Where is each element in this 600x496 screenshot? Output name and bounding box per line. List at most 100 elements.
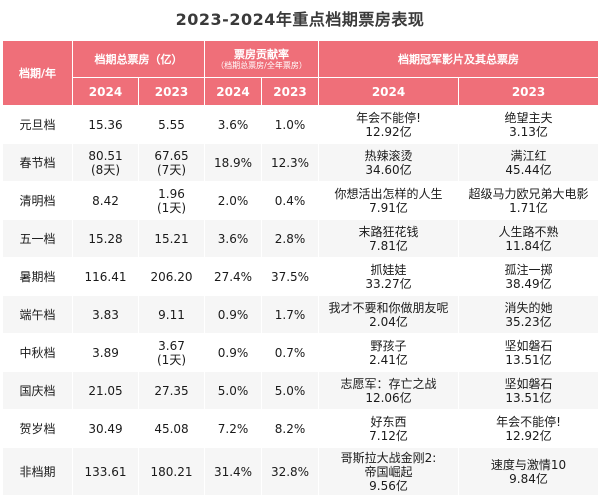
rate-2024-cell: 0.9%	[204, 295, 262, 334]
table-row: 清明档 8.42 1.96 (1天) 2.0% 0.4% 你想活出怎样的人生 7.91亿 超级马…	[2, 181, 600, 220]
champion-2024-cell: 我才不要和你做朋友呢 2.04亿	[318, 295, 460, 334]
champion-2024-cell-text: 2.41亿	[369, 352, 408, 367]
box-2024-cell-text: 3.83	[92, 307, 119, 322]
table-row: 端午档 3.83 9.11 0.9% 1.7% 我才不要和你做朋友呢 2.04亿 消失的她 35…	[2, 295, 600, 334]
box-2024-cell-text: 15.36	[88, 117, 123, 132]
rate-2023-cell: 0.4%	[260, 181, 320, 220]
champion-2023-cell-text: 绝望主夫	[504, 110, 553, 125]
box-2024-cell-text: 116.41	[84, 269, 127, 284]
rate-2024-cell-text: 5.0%	[217, 383, 249, 398]
rate-2024-cell: 7.2%	[204, 409, 262, 448]
rate-2024-cell: 2.0%	[204, 181, 262, 220]
period-cell: 端午档	[2, 295, 73, 334]
champion-2024-cell-text: 33.27亿	[365, 276, 412, 291]
period-cell-text: 贺岁档	[19, 421, 56, 436]
period-cell: 中秋档	[2, 333, 73, 372]
box-2023-cell-text: 45.08	[154, 421, 189, 436]
champion-2023-cell: 孤注一掷 38.49亿	[458, 257, 600, 296]
header-year-2024: 2024	[318, 77, 460, 106]
rate-2024-cell-text: 2.0%	[217, 193, 249, 208]
champion-2024-cell: 你想活出怎样的人生 7.91亿	[318, 181, 460, 220]
header-contribution: 票房贡献率 （档期总票房/全年票房）	[203, 40, 320, 78]
rate-2023-cell-text: 32.8%	[270, 464, 310, 479]
header-total-box: 档期总票房（亿）	[72, 40, 205, 78]
rate-2024-cell-text: 27.4%	[213, 269, 253, 284]
box-2024-cell: 133.61	[72, 447, 139, 496]
box-2023-cell-text: 67.65	[154, 148, 189, 163]
rate-2023-cell: 8.2%	[260, 409, 320, 448]
rate-2023-cell: 37.5%	[260, 257, 320, 296]
period-cell: 五一档	[2, 219, 73, 258]
box-2023-cell-text: 1.96	[158, 186, 185, 201]
rate-2024-cell-text: 0.9%	[217, 345, 249, 360]
champion-2023-cell-text: 1.71亿	[509, 200, 548, 215]
rate-2023-cell: 5.0%	[260, 371, 320, 410]
champion-2024-cell-text: 好东西	[370, 414, 407, 429]
box-2023-cell-text: 5.55	[158, 117, 185, 132]
box-2024-cell: 80.51 (8天)	[72, 143, 139, 182]
champion-2024-cell: 抓娃娃 33.27亿	[318, 257, 460, 296]
rate-2023-cell-text: 5.0%	[274, 383, 306, 398]
box-2023-cell: 206.20	[138, 257, 205, 296]
box-2024-cell: 8.42	[72, 181, 139, 220]
rate-2024-cell-text: 3.6%	[217, 117, 249, 132]
table-row: 元旦档 15.36 5.55 3.6% 1.0% 年会不能停! 12.92亿 绝望主夫 3.13…	[2, 105, 600, 144]
rate-2024-cell-text: 3.6%	[217, 231, 249, 246]
period-cell-text: 中秋档	[19, 345, 56, 360]
box-2023-cell-text: 9.11	[158, 307, 185, 322]
champion-2023-cell-text: 35.23亿	[505, 314, 552, 329]
champion-2023-cell: 绝望主夫 3.13亿	[458, 105, 600, 144]
rate-2024-cell-text: 7.2%	[217, 421, 249, 436]
box-2023-cell: 180.21	[138, 447, 205, 496]
header-year-2023: 2023	[260, 77, 320, 106]
box-2023-cell-text: (1天)	[157, 200, 186, 215]
header-year-2023: 2023	[458, 77, 600, 106]
champion-2023-cell-text: 13.51亿	[505, 352, 552, 367]
header-year-2024: 2024	[204, 77, 262, 106]
table-row: 五一档 15.28 15.21 3.6% 2.8% 末路狂花钱 7.81亿 人生路不熟 11.8…	[2, 219, 600, 258]
period-cell: 元旦档	[2, 105, 73, 144]
champion-2023-cell-text: 速度与激情10	[490, 457, 567, 472]
box-2024-cell: 30.49	[72, 409, 139, 448]
box-2023-cell: 67.65 (7天)	[138, 143, 205, 182]
champion-2023-cell-text: 孤注一掷	[504, 262, 553, 277]
champion-2024-cell: 哥斯拉大战金刚2: 帝国崛起 9.56亿	[318, 447, 460, 496]
champion-2024-cell-text: 7.81亿	[369, 238, 408, 253]
rate-2023-cell-text: 0.4%	[274, 193, 306, 208]
period-cell-text: 元旦档	[19, 117, 56, 132]
champion-2024-cell-text: 34.60亿	[365, 162, 412, 177]
period-cell-text: 五一档	[19, 231, 56, 246]
box-2023-cell: 15.21	[138, 219, 205, 258]
box-2024-cell-text: 8.42	[92, 193, 119, 208]
box-2023-cell-text: 206.20	[150, 269, 193, 284]
champion-2023-cell: 坚如磐石 13.51亿	[458, 333, 600, 372]
period-cell-text: 春节档	[19, 155, 56, 170]
rate-2023-cell-text: 8.2%	[274, 421, 306, 436]
rate-2024-cell: 18.9%	[204, 143, 262, 182]
champion-2023-cell-text: 消失的她	[504, 300, 553, 315]
champion-2023-cell-text: 年会不能停!	[496, 414, 561, 429]
champion-2024-cell-text: 哥斯拉大战金刚2:	[340, 450, 437, 465]
champion-2023-cell-text: 12.92亿	[505, 428, 552, 443]
box-2023-cell-text: (7天)	[157, 162, 186, 177]
rate-2024-cell-text: 31.4%	[213, 464, 253, 479]
champion-2024-cell-text: 志愿军：存亡之战	[340, 376, 437, 391]
box-2024-cell-text: 3.89	[92, 345, 119, 360]
table-row: 春节档 80.51 (8天) 67.65 (7天) 18.9% 12.3% 热辣滚烫 34.60…	[2, 143, 600, 182]
rate-2023-cell-text: 12.3%	[270, 155, 310, 170]
box-2023-cell: 5.55	[138, 105, 205, 144]
champion-2023-cell-text: 13.51亿	[505, 390, 552, 405]
rate-2023-cell: 1.7%	[260, 295, 320, 334]
champion-2024-cell: 末路狂花钱 7.81亿	[318, 219, 460, 258]
box-2024-cell: 21.05	[72, 371, 139, 410]
box-2024-cell-text: 21.05	[88, 383, 123, 398]
champion-2024-cell-text: 抓娃娃	[370, 262, 407, 277]
box-2023-cell-text: 15.21	[154, 231, 189, 246]
rate-2023-cell: 12.3%	[260, 143, 320, 182]
champion-2023-cell-text: 3.13亿	[509, 124, 548, 139]
champion-2024-cell-text: 2.04亿	[369, 314, 408, 329]
box-2023-cell-text: (1天)	[157, 352, 186, 367]
box-2024-cell: 15.28	[72, 219, 139, 258]
box-2023-cell-text: 180.21	[150, 464, 193, 479]
rate-2023-cell-text: 1.7%	[274, 307, 306, 322]
